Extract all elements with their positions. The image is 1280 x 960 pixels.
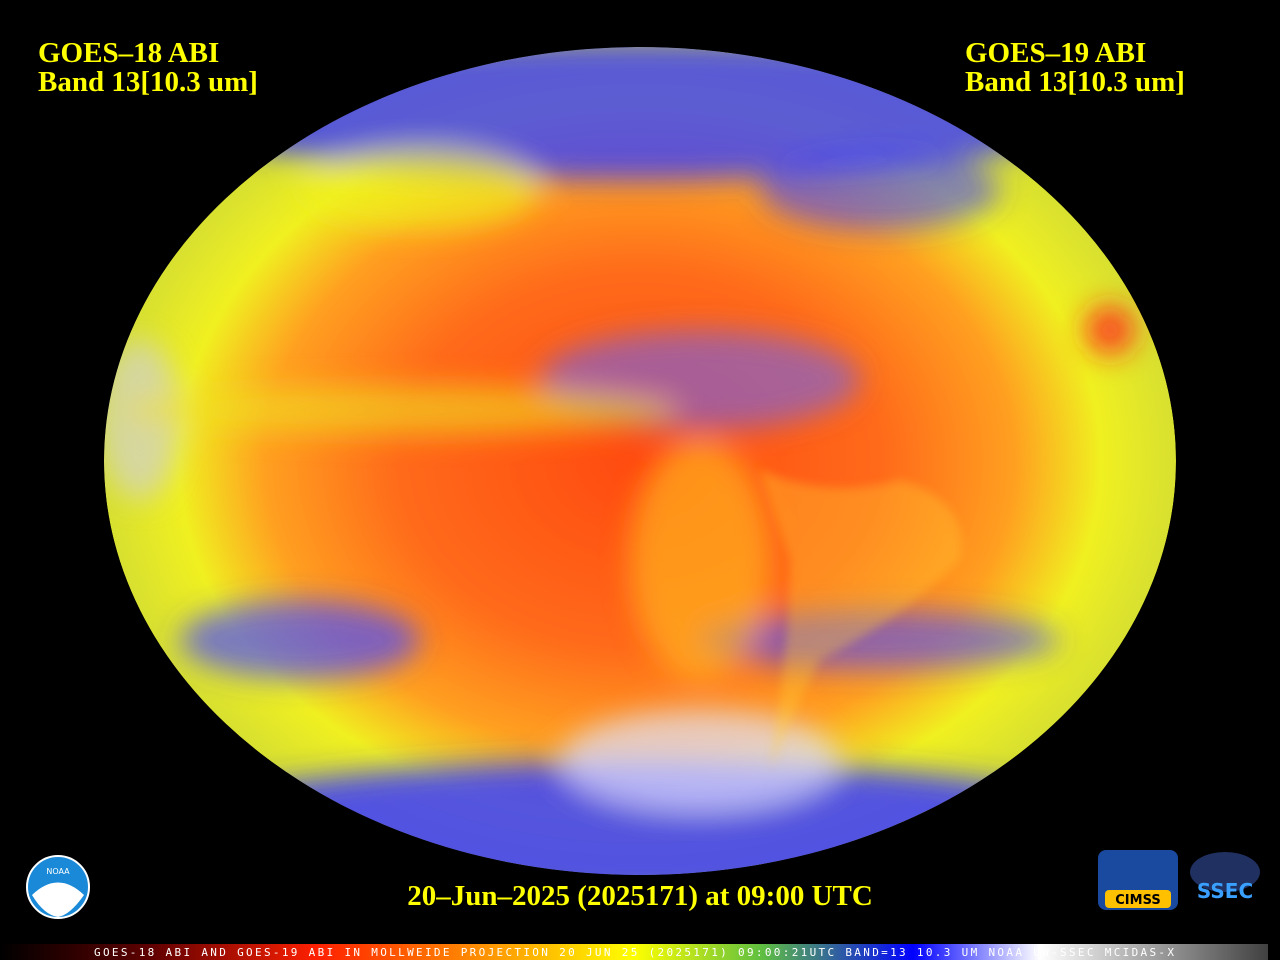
footer-caption: GOES-18 ABI AND GOES-19 ABI IN MOLLWEIDE… (94, 946, 1174, 959)
cimss-logo: CIMSS (1098, 850, 1178, 910)
noaa-label: NOAA (46, 867, 70, 876)
ssec-label: SSEC (1197, 879, 1253, 903)
noaa-logo: NOAA (26, 855, 90, 919)
right-band: Band 13[10.3 um] (965, 66, 1185, 98)
timestamp: 20–Jun–2025 (2025171) at 09:00 UTC (407, 880, 873, 912)
left-band: Band 13[10.3 um] (38, 66, 258, 98)
globe (104, 47, 1176, 875)
cimss-label: CIMSS (1115, 893, 1160, 908)
right-title: GOES–19 ABI (965, 37, 1146, 69)
ssec-logo: SSEC (1190, 852, 1260, 903)
left-title: GOES–18 ABI (38, 37, 219, 69)
color-bar (0, 944, 1268, 960)
